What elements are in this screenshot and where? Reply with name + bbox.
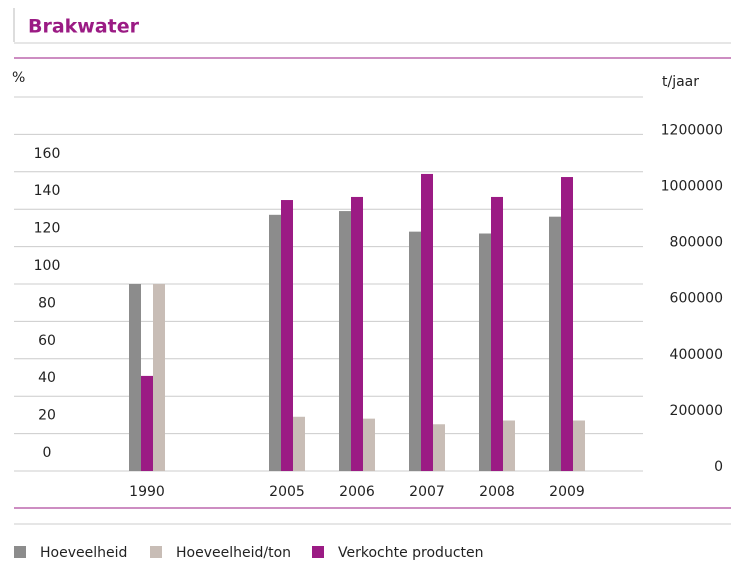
y-tick-label: 40	[38, 370, 56, 386]
y2-tick-label: 1000000	[661, 178, 723, 194]
y2-tick-label: 0	[714, 459, 723, 475]
bar	[421, 173, 433, 471]
bar	[281, 200, 293, 471]
y-axis-label: %	[12, 70, 25, 86]
x-tick-label: 2007	[409, 484, 445, 500]
y2-tick-label: 1200000	[661, 122, 723, 138]
legend-label: Hoeveelheid	[40, 545, 127, 561]
y2-tick-label: 600000	[670, 291, 723, 307]
x-tick-label: 2006	[339, 484, 375, 500]
y-tick-label: 120	[34, 221, 61, 237]
y-tick-label: 160	[34, 146, 61, 162]
x-tick-label: 2005	[269, 484, 305, 500]
bar	[269, 214, 281, 471]
bar	[573, 420, 585, 471]
legend-label: Hoeveelheid/ton	[176, 545, 291, 561]
x-tick-label: 2009	[549, 484, 585, 500]
bar	[433, 424, 445, 471]
y-tick-label: 80	[38, 295, 56, 311]
x-tick-label: 2008	[479, 484, 515, 500]
y-tick-label: 60	[38, 333, 56, 349]
bar	[363, 418, 375, 471]
x-tick-label: 1990	[129, 484, 165, 500]
y-tick-label: 140	[34, 183, 61, 199]
bar	[491, 196, 503, 472]
bar	[409, 231, 421, 471]
y-tick-label: 100	[34, 258, 61, 274]
legend-swatch	[312, 546, 324, 558]
bar	[141, 375, 153, 471]
y-tick-label: 20	[38, 408, 56, 424]
bar	[503, 420, 515, 471]
bar	[561, 177, 573, 471]
bar	[549, 216, 561, 471]
legend-swatch	[14, 546, 26, 558]
legend-label: Verkochte producten	[338, 545, 484, 561]
bar	[153, 284, 165, 471]
y-tick-label: 0	[43, 445, 52, 461]
bar	[479, 233, 491, 471]
bar	[339, 211, 351, 471]
y2-axis-label: t/jaar	[662, 74, 699, 90]
bar	[351, 196, 363, 472]
y2-tick-label: 800000	[670, 235, 723, 251]
bar	[129, 284, 141, 471]
chart-title: Brakwater	[28, 16, 140, 38]
y2-tick-label: 400000	[670, 347, 723, 363]
bar	[293, 416, 305, 471]
y2-tick-label: 200000	[670, 403, 723, 419]
legend-swatch	[150, 546, 162, 558]
